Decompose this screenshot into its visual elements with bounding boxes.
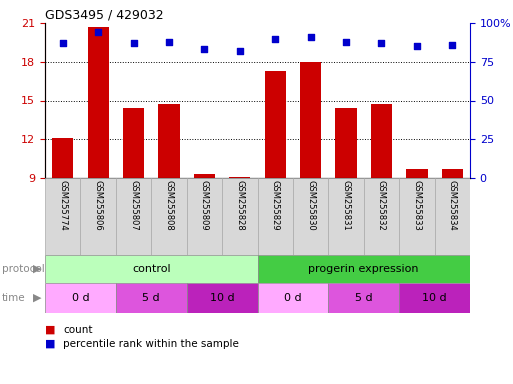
Text: 5 d: 5 d	[143, 293, 160, 303]
Text: GDS3495 / 429032: GDS3495 / 429032	[45, 9, 164, 22]
Bar	[45, 255, 258, 283]
Bar	[435, 178, 470, 255]
Bar	[229, 177, 250, 178]
Text: GSM255806: GSM255806	[94, 180, 103, 231]
Bar	[399, 283, 470, 313]
Point	[342, 38, 350, 45]
Bar	[399, 178, 435, 255]
Text: 0 d: 0 d	[72, 293, 89, 303]
Point	[129, 40, 137, 46]
Point	[94, 29, 102, 35]
Bar	[159, 104, 180, 178]
Text: GSM255829: GSM255829	[271, 180, 280, 231]
Bar	[222, 178, 258, 255]
Text: percentile rank within the sample: percentile rank within the sample	[63, 339, 239, 349]
Text: GSM255831: GSM255831	[342, 180, 350, 231]
Text: ▶: ▶	[32, 293, 41, 303]
Text: 5 d: 5 d	[355, 293, 372, 303]
Point	[58, 40, 67, 46]
Point	[271, 35, 279, 41]
Text: GSM255809: GSM255809	[200, 180, 209, 231]
Bar	[187, 283, 258, 313]
Bar	[45, 283, 116, 313]
Text: GSM255808: GSM255808	[165, 180, 173, 231]
Bar	[194, 174, 215, 178]
Bar	[45, 178, 81, 255]
Bar	[258, 283, 328, 313]
Text: 10 d: 10 d	[422, 293, 447, 303]
Bar	[293, 178, 328, 255]
Point	[448, 41, 457, 48]
Text: GSM255828: GSM255828	[235, 180, 244, 231]
Bar	[88, 27, 109, 178]
Point	[378, 40, 386, 46]
Text: GSM255807: GSM255807	[129, 180, 138, 231]
Bar	[265, 71, 286, 178]
Bar	[300, 62, 321, 178]
Text: ■: ■	[45, 339, 55, 349]
Point	[200, 46, 208, 53]
Bar	[187, 178, 222, 255]
Text: ▶: ▶	[32, 264, 41, 274]
Text: 10 d: 10 d	[210, 293, 234, 303]
Bar	[52, 138, 73, 178]
Bar	[81, 178, 116, 255]
Bar	[328, 178, 364, 255]
Text: progerin expression: progerin expression	[308, 264, 419, 274]
Point	[165, 38, 173, 45]
Point	[413, 43, 421, 49]
Bar	[258, 255, 470, 283]
Bar	[116, 283, 187, 313]
Text: GSM255774: GSM255774	[58, 180, 67, 231]
Bar	[258, 178, 293, 255]
Bar	[123, 108, 144, 178]
Bar	[371, 104, 392, 178]
Bar	[336, 108, 357, 178]
Text: control: control	[132, 264, 170, 274]
Text: GSM255832: GSM255832	[377, 180, 386, 231]
Bar	[442, 169, 463, 178]
Bar	[364, 178, 399, 255]
Text: GSM255834: GSM255834	[448, 180, 457, 231]
Bar	[116, 178, 151, 255]
Point	[235, 48, 244, 54]
Text: protocol: protocol	[2, 264, 45, 274]
Text: time: time	[2, 293, 26, 303]
Text: count: count	[63, 325, 92, 335]
Bar	[406, 169, 427, 178]
Text: ■: ■	[45, 325, 55, 335]
Text: GSM255833: GSM255833	[412, 180, 421, 231]
Bar	[151, 178, 187, 255]
Text: 0 d: 0 d	[284, 293, 302, 303]
Bar	[328, 283, 399, 313]
Text: GSM255830: GSM255830	[306, 180, 315, 231]
Point	[307, 34, 315, 40]
